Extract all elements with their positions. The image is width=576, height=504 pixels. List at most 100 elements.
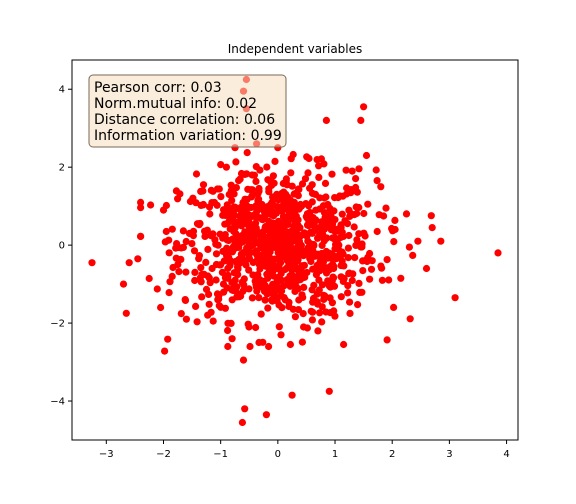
stats-line-mutual-info: Norm.mutual info: 0.02: [94, 96, 257, 112]
data-point: [301, 175, 310, 183]
data-point: [221, 220, 229, 228]
data-point: [353, 209, 361, 218]
data-point: [179, 243, 187, 251]
data-point: [224, 264, 232, 273]
data-point: [211, 236, 219, 244]
data-point: [364, 200, 372, 208]
data-point: [319, 230, 327, 238]
data-point: [277, 284, 285, 292]
data-point: [312, 271, 320, 279]
data-point: [278, 247, 286, 255]
data-point: [287, 251, 295, 260]
data-point: [191, 276, 199, 285]
data-point: [344, 282, 352, 290]
y-tick-label: 4: [59, 85, 65, 96]
data-point: [238, 418, 246, 427]
data-point: [291, 247, 299, 255]
data-point: [224, 257, 232, 265]
data-point: [284, 279, 292, 287]
data-point: [315, 162, 323, 170]
data-point: [279, 203, 287, 211]
data-point: [188, 240, 196, 248]
data-point: [255, 184, 263, 193]
data-point: [304, 237, 312, 245]
data-point: [281, 233, 289, 241]
data-point: [249, 234, 257, 242]
data-point: [145, 274, 153, 283]
data-point: [125, 259, 133, 267]
data-point: [286, 340, 294, 349]
data-point: [350, 223, 358, 231]
data-point: [244, 215, 252, 223]
data-point: [254, 271, 262, 279]
data-point: [380, 212, 388, 220]
data-point: [245, 222, 253, 230]
data-point: [279, 222, 287, 230]
data-point: [293, 257, 301, 265]
data-point: [345, 206, 353, 214]
data-point: [261, 211, 269, 219]
data-point: [318, 241, 326, 249]
data-point: [360, 103, 368, 111]
data-point: [213, 201, 221, 209]
data-point: [197, 201, 205, 209]
data-point: [182, 268, 190, 276]
data-point: [239, 231, 248, 239]
data-point: [289, 150, 297, 159]
data-point: [162, 201, 170, 210]
data-point: [290, 272, 298, 281]
data-point: [303, 268, 311, 277]
data-point: [172, 254, 180, 262]
data-point: [303, 210, 312, 218]
data-point: [352, 175, 360, 183]
data-point: [203, 226, 211, 234]
data-point: [318, 281, 327, 289]
data-point: [305, 202, 313, 210]
data-point: [285, 298, 293, 306]
data-point: [397, 274, 405, 282]
data-point: [265, 342, 273, 351]
ticks-layer: −3 −2 −1 0 1 2 3 4 −4 −2 0 2 4: [50, 85, 510, 460]
data-point: [215, 295, 223, 303]
data-point: [346, 212, 354, 220]
data-point: [406, 315, 414, 323]
data-point: [341, 217, 349, 225]
data-point: [202, 258, 210, 266]
data-point: [168, 225, 176, 233]
data-point: [283, 257, 291, 265]
data-point: [236, 259, 245, 267]
data-point: [225, 236, 233, 245]
data-point: [337, 293, 345, 301]
stats-annotation-box: [88, 74, 287, 148]
data-point: [227, 319, 235, 327]
data-point: [252, 323, 260, 332]
stats-line-distance-corr: Distance correlation: 0.06: [94, 112, 275, 128]
data-point: [331, 235, 339, 243]
data-point: [405, 243, 413, 251]
data-point: [267, 239, 275, 247]
data-point: [385, 276, 393, 284]
data-point: [314, 300, 322, 308]
data-point: [355, 279, 363, 287]
data-point: [352, 183, 360, 192]
data-point: [427, 212, 435, 220]
data-point: [175, 268, 183, 276]
data-point: [344, 289, 352, 297]
data-point: [343, 184, 351, 192]
data-point: [261, 296, 269, 304]
data-point: [267, 210, 275, 219]
data-point: [268, 297, 276, 305]
data-point: [402, 210, 411, 218]
points-layer: [88, 75, 502, 427]
data-point: [218, 268, 226, 276]
data-point: [316, 309, 324, 317]
data-point: [204, 245, 212, 253]
data-point: [147, 201, 155, 209]
data-point: [231, 224, 239, 232]
data-point: [196, 219, 204, 228]
data-point: [296, 243, 304, 251]
data-point: [269, 172, 277, 180]
data-point: [288, 391, 296, 399]
data-point: [223, 284, 231, 292]
